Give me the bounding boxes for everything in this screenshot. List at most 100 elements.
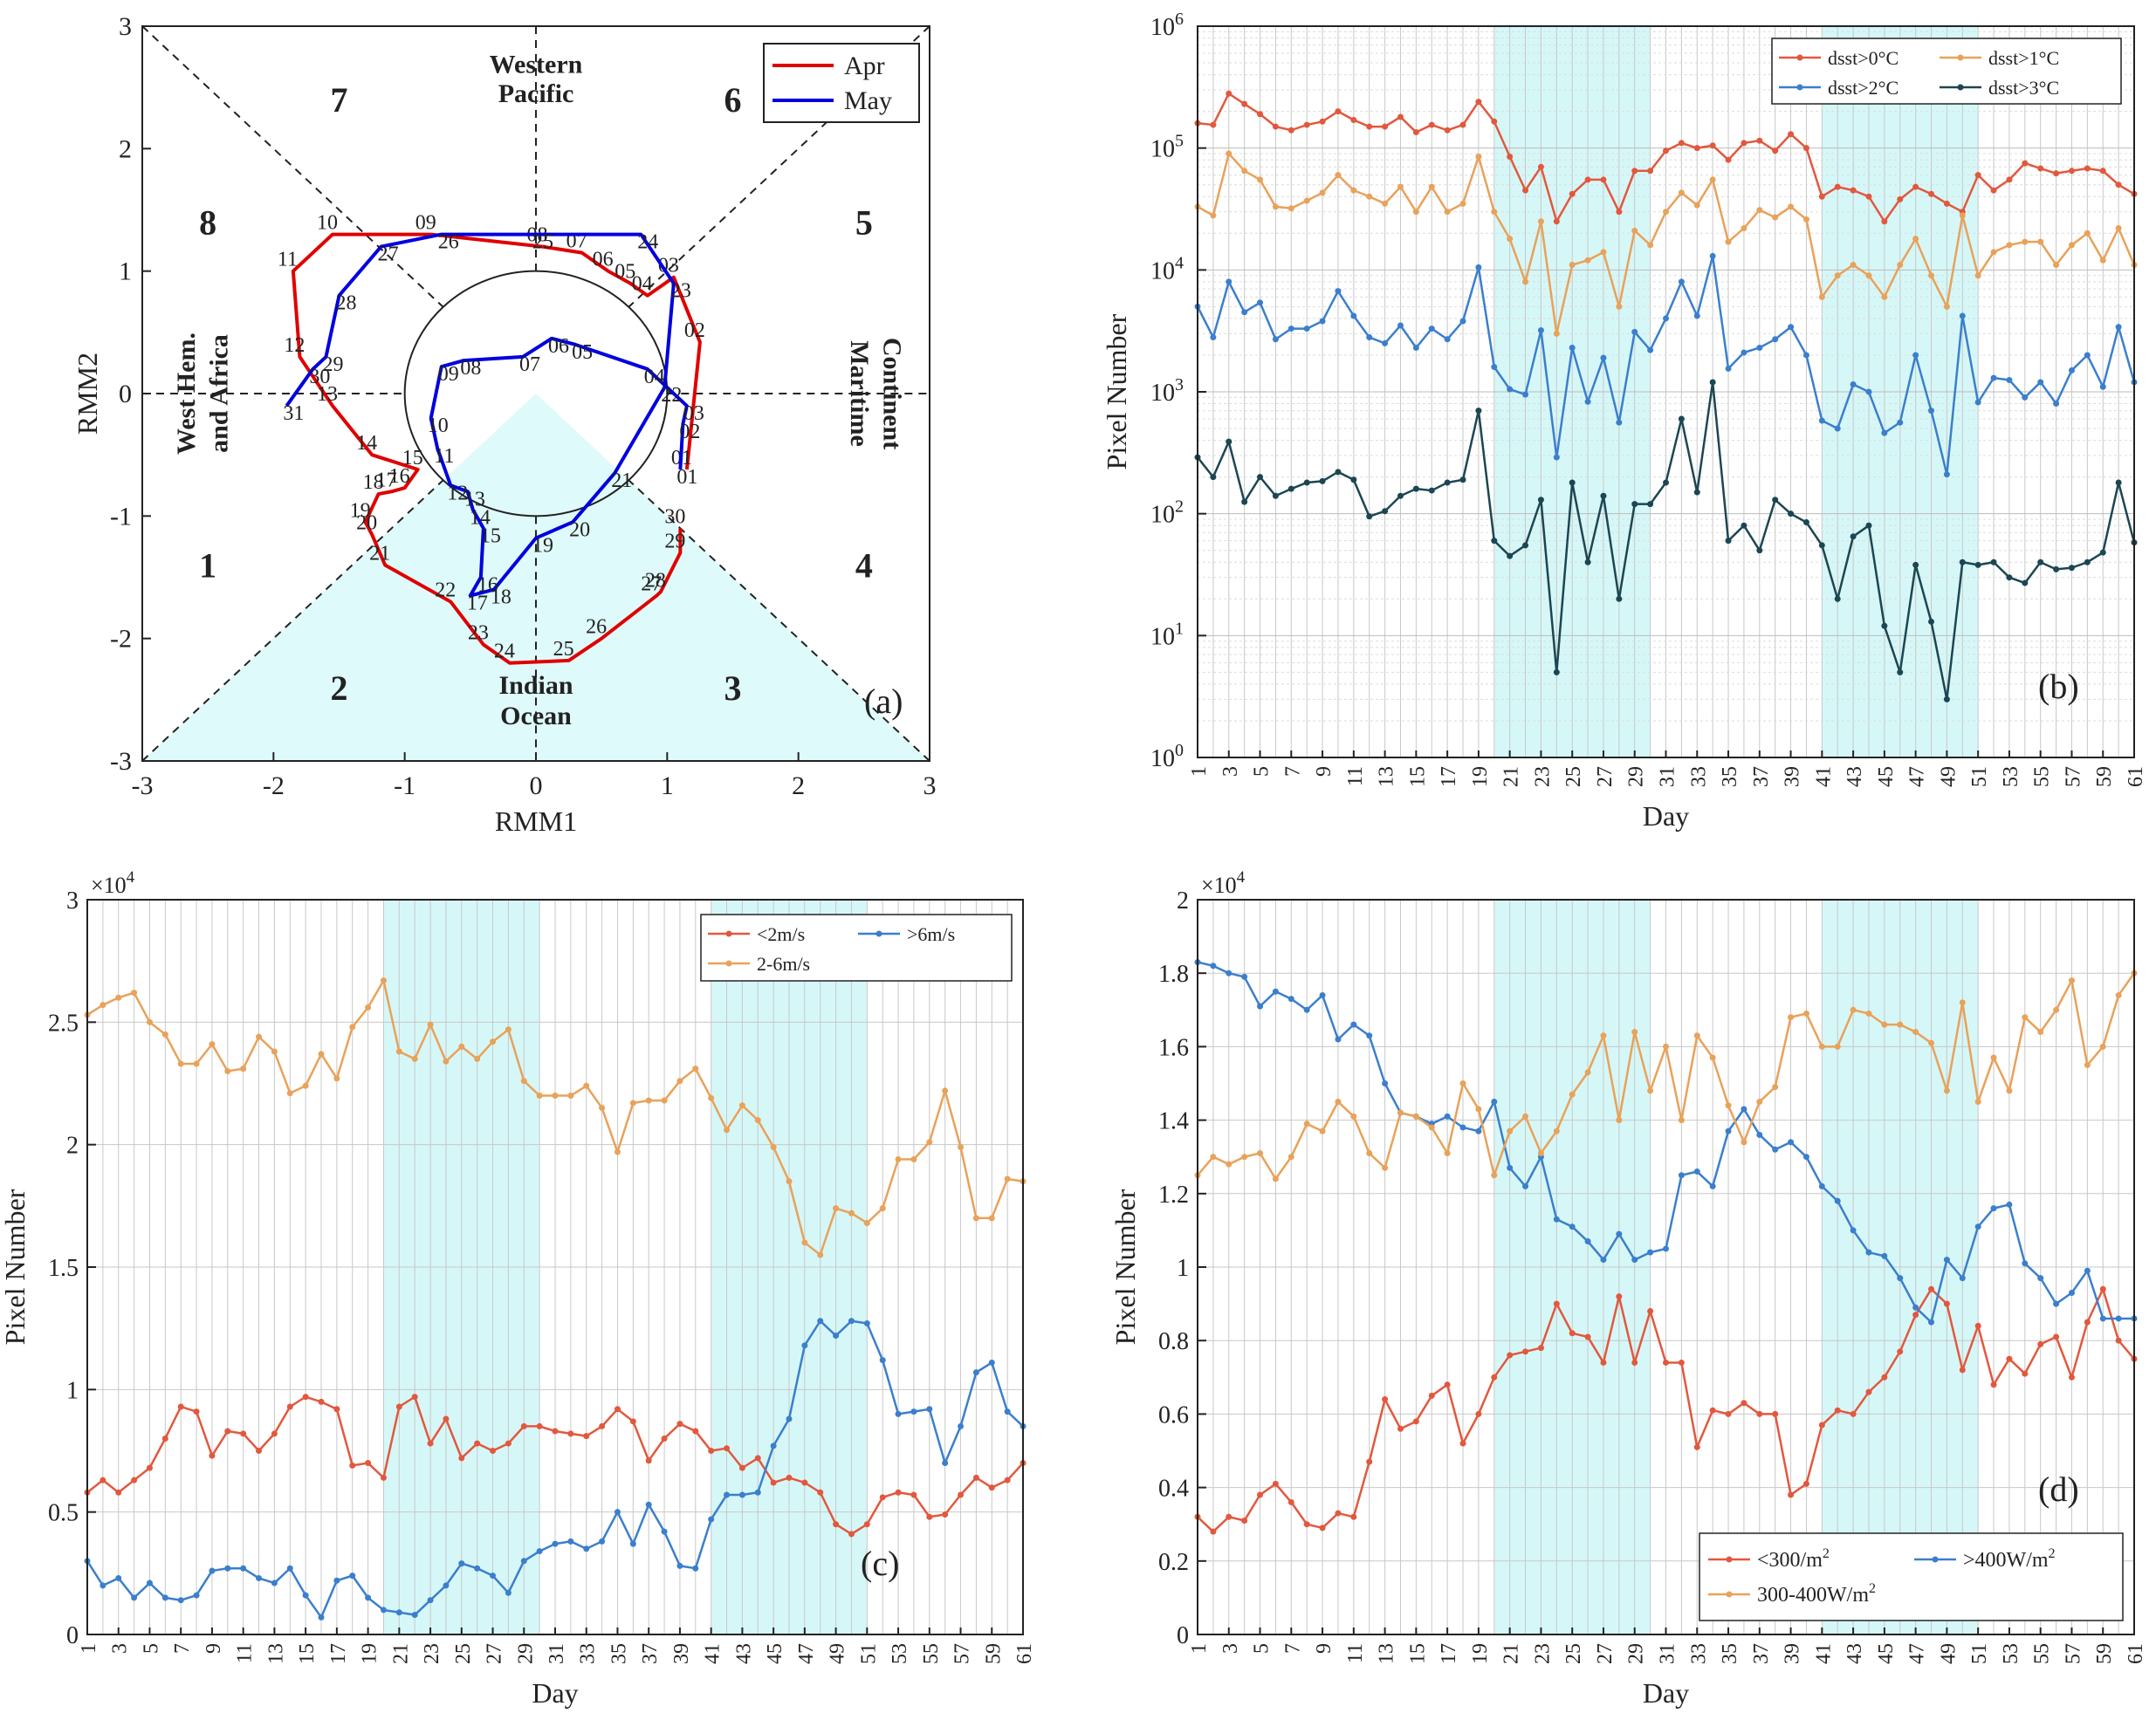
data-point <box>801 1479 808 1486</box>
data-point <box>972 1369 979 1376</box>
data-point <box>115 1574 122 1581</box>
data-point <box>2068 1374 2075 1381</box>
y-tick-label: 0.8 <box>1158 1328 1189 1355</box>
data-point <box>2006 1087 2013 1094</box>
legend-marker <box>875 930 882 937</box>
data-point <box>1303 325 1310 332</box>
data-point <box>583 1082 590 1089</box>
data-point <box>1491 363 1498 370</box>
data-point <box>754 1117 761 1124</box>
data-point <box>1663 1359 1669 1366</box>
data-point <box>1257 111 1264 118</box>
data-point <box>1412 1113 1419 1120</box>
data-point <box>1522 278 1529 285</box>
data-point <box>1335 1036 1342 1043</box>
data-point <box>2115 1315 2122 1322</box>
phase-number: 8 <box>199 203 216 243</box>
data-point <box>629 1100 636 1107</box>
data-point <box>1303 1521 1310 1528</box>
data-point <box>817 1251 824 1258</box>
day-label: 29 <box>664 530 685 552</box>
data-point <box>1397 1425 1404 1432</box>
day-label: 05 <box>615 261 635 284</box>
data-point <box>2084 165 2091 172</box>
data-point <box>1741 1139 1747 1146</box>
data-point <box>1881 1252 1888 1259</box>
data-point <box>1210 121 1217 128</box>
data-point <box>1693 1443 1700 1450</box>
data-point <box>1663 479 1669 486</box>
data-point <box>1818 1043 1825 1050</box>
data-point <box>1616 209 1623 216</box>
x-tick-label: 17 <box>1438 1643 1460 1664</box>
data-point <box>1397 492 1404 499</box>
legend-marker <box>1957 54 1964 61</box>
data-point <box>1834 595 1841 602</box>
data-point <box>1537 326 1544 333</box>
data-point <box>1850 262 1857 269</box>
data-point <box>1865 1388 1872 1395</box>
data-point <box>2099 1043 2106 1050</box>
data-point <box>1709 252 1716 259</box>
data-point <box>1974 1322 1981 1329</box>
data-point <box>256 1448 263 1454</box>
data-point <box>2068 367 2075 373</box>
data-point <box>754 1455 761 1462</box>
data-point <box>1459 1124 1466 1131</box>
data-point <box>1802 1480 1809 1487</box>
region-maritime: Maritime <box>845 340 874 447</box>
data-point <box>1444 1381 1451 1388</box>
data-point <box>1693 202 1700 209</box>
data-point <box>1818 542 1825 549</box>
legend-label: 2-6m/s <box>757 953 810 975</box>
data-point <box>1257 1003 1264 1010</box>
data-point <box>1943 200 1950 207</box>
data-point <box>1881 622 1888 629</box>
data-point <box>1428 121 1435 128</box>
data-point <box>2099 383 2106 390</box>
data-point <box>2084 230 2091 236</box>
data-point <box>1756 207 1763 214</box>
day-label: 15 <box>402 447 423 469</box>
day-label: 25 <box>553 638 574 661</box>
data-point <box>770 1143 777 1150</box>
data-point <box>1241 498 1248 505</box>
x-tick-label: 11 <box>234 1643 257 1663</box>
data-point <box>490 1573 497 1580</box>
data-point <box>1507 1352 1514 1359</box>
data-point <box>146 1464 153 1471</box>
data-point <box>1990 249 1997 256</box>
data-point <box>1272 336 1279 343</box>
data-point <box>1616 419 1623 426</box>
data-point <box>926 1513 933 1520</box>
data-point <box>1850 1006 1857 1013</box>
x-tick-label: 47 <box>795 1643 818 1664</box>
data-point <box>1709 176 1716 183</box>
data-point <box>224 1067 231 1074</box>
data-point <box>1303 479 1310 486</box>
phase-number: 1 <box>199 545 216 585</box>
data-point <box>1881 1374 1888 1381</box>
day-label: 19 <box>532 535 553 558</box>
region-indian-ocean: Indian <box>498 671 573 700</box>
data-point <box>1647 501 1654 508</box>
data-point <box>1226 90 1232 97</box>
data-point <box>1428 1392 1435 1399</box>
data-point <box>1226 1513 1232 1520</box>
data-point <box>1272 988 1279 995</box>
data-point <box>708 1448 715 1454</box>
data-point <box>1507 386 1514 393</box>
data-point <box>2022 238 2029 245</box>
data-point <box>2115 225 2122 232</box>
x-tick-label: 29 <box>1625 766 1648 787</box>
day-label: 04 <box>644 366 665 388</box>
data-point <box>1210 334 1217 341</box>
data-point <box>318 1398 325 1405</box>
data-point <box>161 1031 168 1038</box>
data-point <box>801 1342 808 1349</box>
y-axis-label: Pixel Number <box>1101 313 1132 469</box>
data-point <box>1788 1139 1795 1146</box>
data-point <box>1475 408 1482 415</box>
data-point <box>1709 1182 1716 1189</box>
data-point <box>1459 476 1466 483</box>
